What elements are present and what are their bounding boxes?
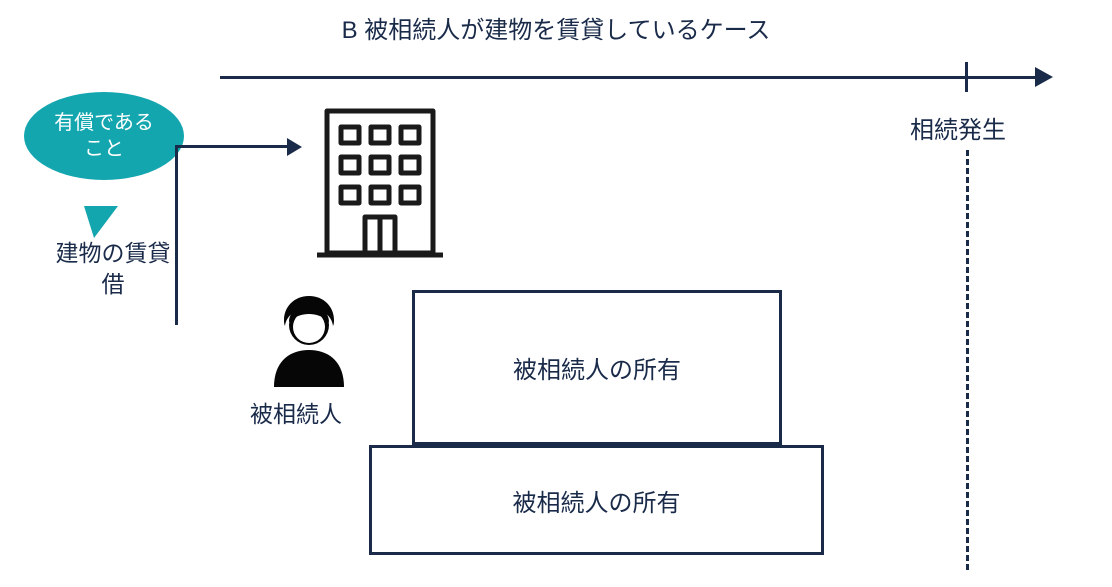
person-icon [264, 292, 354, 387]
timeline-arrow [220, 68, 1050, 88]
bubble-text: 有償である こと [54, 110, 154, 162]
timeline-arrowhead-icon [1035, 67, 1053, 87]
ownership-upper-text: 被相続人の所有 [513, 350, 681, 385]
lease-arrow-horizontal [175, 145, 290, 148]
timeline-tick [965, 62, 968, 92]
event-label: 相続発生 [910, 110, 1006, 145]
bubble-tail-icon [84, 206, 118, 238]
bubble-body: 有償である こと [24, 92, 184, 180]
lease-arrowhead-icon [287, 138, 302, 156]
ownership-box-lower: 被相続人の所有 [369, 445, 824, 555]
lease-arrow-vertical [175, 145, 178, 325]
building-icon [315, 105, 445, 260]
diagram-canvas: B 被相続人が建物を賃貸しているケース 相続発生 有償である こと 建物の賃貸借 [0, 0, 1112, 587]
speech-bubble: 有償である こと [24, 92, 184, 212]
timeline-line [220, 76, 1038, 79]
person-label: 被相続人 [250, 395, 342, 429]
diagram-title: B 被相続人が建物を賃貸しているケース [0, 10, 1112, 45]
inheritance-dashed-line [966, 150, 969, 570]
lease-label: 建物の賃貸借 [53, 238, 173, 300]
ownership-box-upper: 被相続人の所有 [412, 290, 782, 445]
ownership-lower-text: 被相続人の所有 [513, 483, 681, 518]
